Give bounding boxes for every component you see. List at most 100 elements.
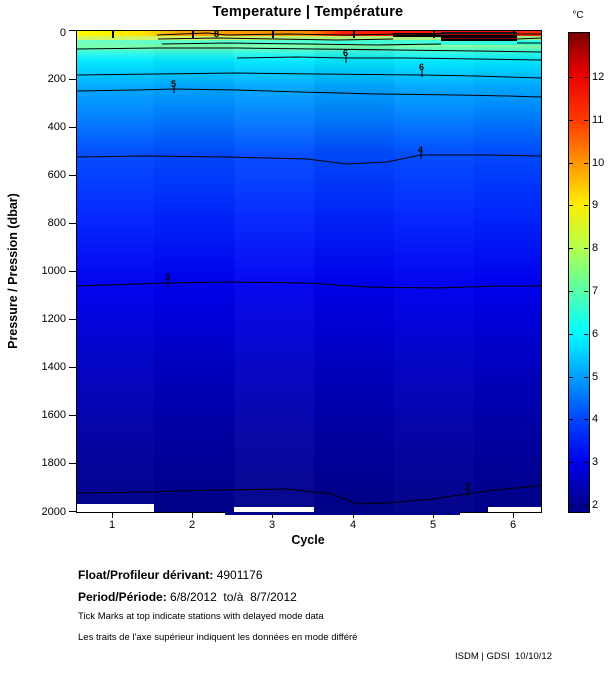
y-tick-label: 1400 (41, 361, 66, 373)
delayed-mode-tick (192, 31, 194, 38)
colorbar-tick-label: 12 (592, 71, 605, 83)
y-axis-title: Pressure / Pression (dbar) (6, 193, 20, 349)
colorbar-tick (584, 505, 588, 506)
colorbar-tick (584, 163, 588, 164)
contour-label-2: 2 (465, 482, 471, 492)
x-tick (192, 512, 193, 518)
colorbar-tick (584, 205, 588, 206)
y-tick-label: 200 (47, 73, 66, 85)
y-tick (69, 79, 76, 80)
colorbar-tick (569, 505, 573, 506)
colorbar-tick (569, 248, 573, 249)
y-tick-label: 1200 (41, 313, 66, 325)
colorbar-tick (569, 291, 573, 292)
x-tick-label: 6 (509, 519, 517, 531)
y-tick (69, 30, 76, 31)
colorbar-tick (569, 77, 573, 78)
colorbar-tick-label: 9 (592, 199, 599, 211)
contour-label-3: 3 (165, 272, 171, 282)
y-tick-label: 800 (47, 217, 66, 229)
x-axis-title: Cycle (291, 533, 325, 547)
colorbar-tick (584, 248, 588, 249)
colorbar-tick (569, 163, 573, 164)
y-tick (69, 511, 76, 512)
colorbar-tick-label: 2 (592, 499, 599, 511)
chart-title: Temperature | Température (212, 4, 404, 20)
y-tick-label: 400 (47, 121, 66, 133)
y-tick (69, 463, 76, 464)
plot-area: 8 6 6 5 4 3 2 (76, 30, 542, 513)
y-tick-label: 2000 (41, 506, 66, 518)
y-tick (69, 127, 76, 128)
contour-label-8: 8 (214, 29, 220, 39)
colorbar-tick (569, 377, 573, 378)
deep-data-overrun (225, 512, 460, 515)
surface-warm-band (77, 31, 541, 36)
x-tick (433, 512, 434, 518)
colorbar-tick-label: 7 (592, 285, 599, 297)
colorbar-tick (584, 377, 588, 378)
x-tick-label: 3 (268, 519, 276, 531)
temperature-field (77, 31, 541, 512)
colorbar-tick (584, 419, 588, 420)
dense-contour-cluster (441, 32, 517, 41)
colorbar-tick-label: 10 (592, 157, 605, 169)
colorbar-tick-label: 11 (592, 114, 604, 126)
y-tick (69, 415, 76, 416)
colorbar-tick-label: 5 (592, 371, 599, 383)
surface-transition-band (77, 36, 541, 40)
contour-label-6-upper: 6 (343, 48, 349, 58)
x-tick (272, 512, 273, 518)
delayed-mode-tick (433, 31, 435, 38)
no-data-gap (234, 507, 314, 512)
colorbar-tick (569, 419, 573, 420)
colorbar-tick (584, 462, 588, 463)
float-id-value: 4901176 (216, 568, 263, 582)
colorbar-tick (584, 291, 588, 292)
colorbar-tick (584, 120, 588, 121)
surface-aqua-band (77, 40, 541, 45)
colorbar-tick (569, 462, 573, 463)
delayed-mode-tick (513, 31, 515, 38)
y-tick-label: 600 (47, 169, 66, 181)
colorbar-tick-label: 4 (592, 413, 599, 425)
colorbar-tick (584, 77, 588, 78)
x-tick-label: 4 (349, 519, 357, 531)
contour-label-5: 5 (171, 79, 177, 89)
delayed-mode-tick (272, 31, 274, 38)
y-tick (69, 223, 76, 224)
contour-label-6-lower: 6 (419, 62, 425, 72)
x-tick-label: 1 (108, 519, 116, 531)
x-tick-label: 5 (429, 519, 437, 531)
x-tick (112, 512, 113, 518)
x-tick (353, 512, 354, 518)
x-tick (513, 512, 514, 518)
y-tick (69, 175, 76, 176)
delayed-mode-tick (353, 31, 355, 38)
colorbar-tick (569, 205, 573, 206)
period-value: 6/8/2012 to/à 8/7/2012 (170, 590, 297, 604)
y-tick (69, 319, 76, 320)
y-tick (69, 271, 76, 272)
colorbar-tick (584, 334, 588, 335)
note-french: Les traits de l'axe supérieur indiquent … (78, 632, 358, 643)
period-label: Period/Période: (78, 590, 167, 604)
x-tick-label: 2 (188, 519, 196, 531)
no-data-gap (77, 504, 154, 512)
colorbar-tick-label: 3 (592, 456, 599, 468)
y-tick-label: 0 (59, 27, 66, 39)
colorbar-tick-label: 8 (592, 242, 599, 254)
cycle-column-band (314, 31, 394, 512)
note-english: Tick Marks at top indicate stations with… (78, 611, 324, 622)
colorbar-tick (569, 120, 573, 121)
y-tick-label: 1000 (41, 265, 66, 277)
credit-line: ISDM | GDSI 10/10/12 (455, 651, 552, 662)
delayed-mode-tick (112, 31, 114, 38)
contour-label-4: 4 (418, 145, 424, 155)
float-id-label: Float/Profileur dérivant: (78, 568, 214, 582)
period-line: Period/Période: 6/8/2012 to/à 8/7/2012 (78, 590, 297, 604)
float-id-line: Float/Profileur dérivant: 4901176 (78, 568, 263, 582)
dense-contour-cluster (393, 33, 441, 37)
y-tick-label: 1800 (41, 457, 66, 469)
